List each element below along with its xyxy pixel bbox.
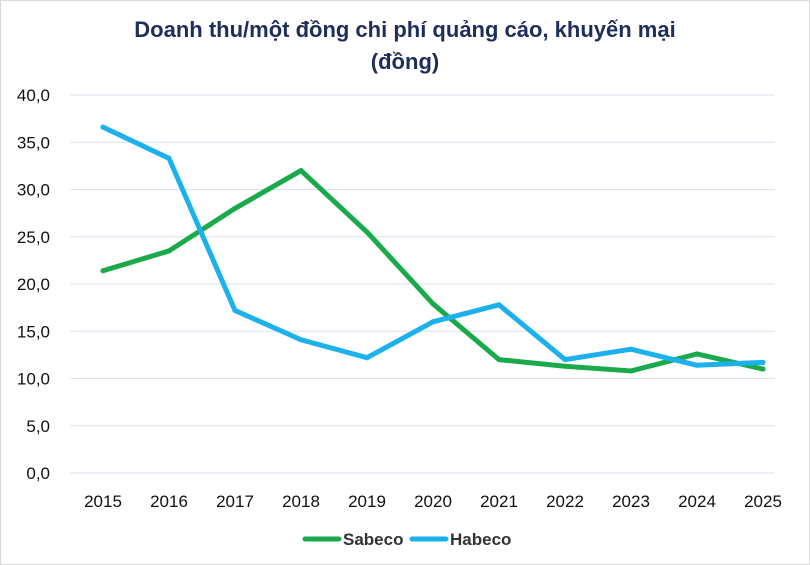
x-tick-label: 2023 [612,492,650,511]
data-point-sabeco [100,268,106,274]
y-tick-label: 5,0 [26,417,50,436]
data-point-sabeco [364,229,370,235]
y-tick-label: 35,0 [17,133,50,152]
data-point-habeco [232,307,238,313]
x-tick-label: 2017 [216,492,254,511]
x-tick-label: 2020 [414,492,452,511]
x-tick-label: 2015 [84,492,122,511]
chart-title-line1: Doanh thu/một đồng chi phí quảng cáo, kh… [134,17,676,42]
data-point-habeco [430,319,436,325]
data-point-habeco [100,124,106,130]
legend-label-sabeco: Sabeco [343,530,403,549]
x-tick-label: 2018 [282,492,320,511]
legend-label-habeco: Habeco [450,530,511,549]
x-tick-label: 2016 [150,492,188,511]
x-tick-label: 2025 [744,492,782,511]
chart-title-line2: (đồng) [370,49,440,74]
data-point-sabeco [694,351,700,357]
x-tick-label: 2019 [348,492,386,511]
data-point-habeco [364,355,370,361]
data-point-habeco [298,337,304,343]
data-point-sabeco [760,366,766,372]
data-point-sabeco [430,301,436,307]
y-tick-label: 30,0 [17,181,50,200]
data-point-sabeco [562,363,568,369]
y-tick-label: 10,0 [17,370,50,389]
chart-title: Doanh thu/một đồng chi phí quảng cáo, kh… [0,14,810,78]
y-tick-label: 20,0 [17,275,50,294]
x-tick-label: 2022 [546,492,584,511]
data-point-sabeco [628,368,634,374]
y-tick-label: 15,0 [17,322,50,341]
data-point-sabeco [166,248,172,254]
data-point-habeco [628,346,634,352]
y-tick-label: 25,0 [17,228,50,247]
data-point-habeco [760,359,766,365]
y-tick-label: 40,0 [17,86,50,105]
y-tick-label: 0,0 [26,464,50,483]
data-point-habeco [694,362,700,368]
data-point-sabeco [232,205,238,211]
data-point-habeco [166,155,172,161]
data-point-habeco [562,357,568,363]
data-point-sabeco [496,357,502,363]
data-point-habeco [496,302,502,308]
x-tick-label: 2021 [480,492,518,511]
data-point-sabeco [298,168,304,174]
x-tick-label: 2024 [678,492,716,511]
series-line-habeco [100,124,766,368]
series-line-sabeco [100,168,766,374]
